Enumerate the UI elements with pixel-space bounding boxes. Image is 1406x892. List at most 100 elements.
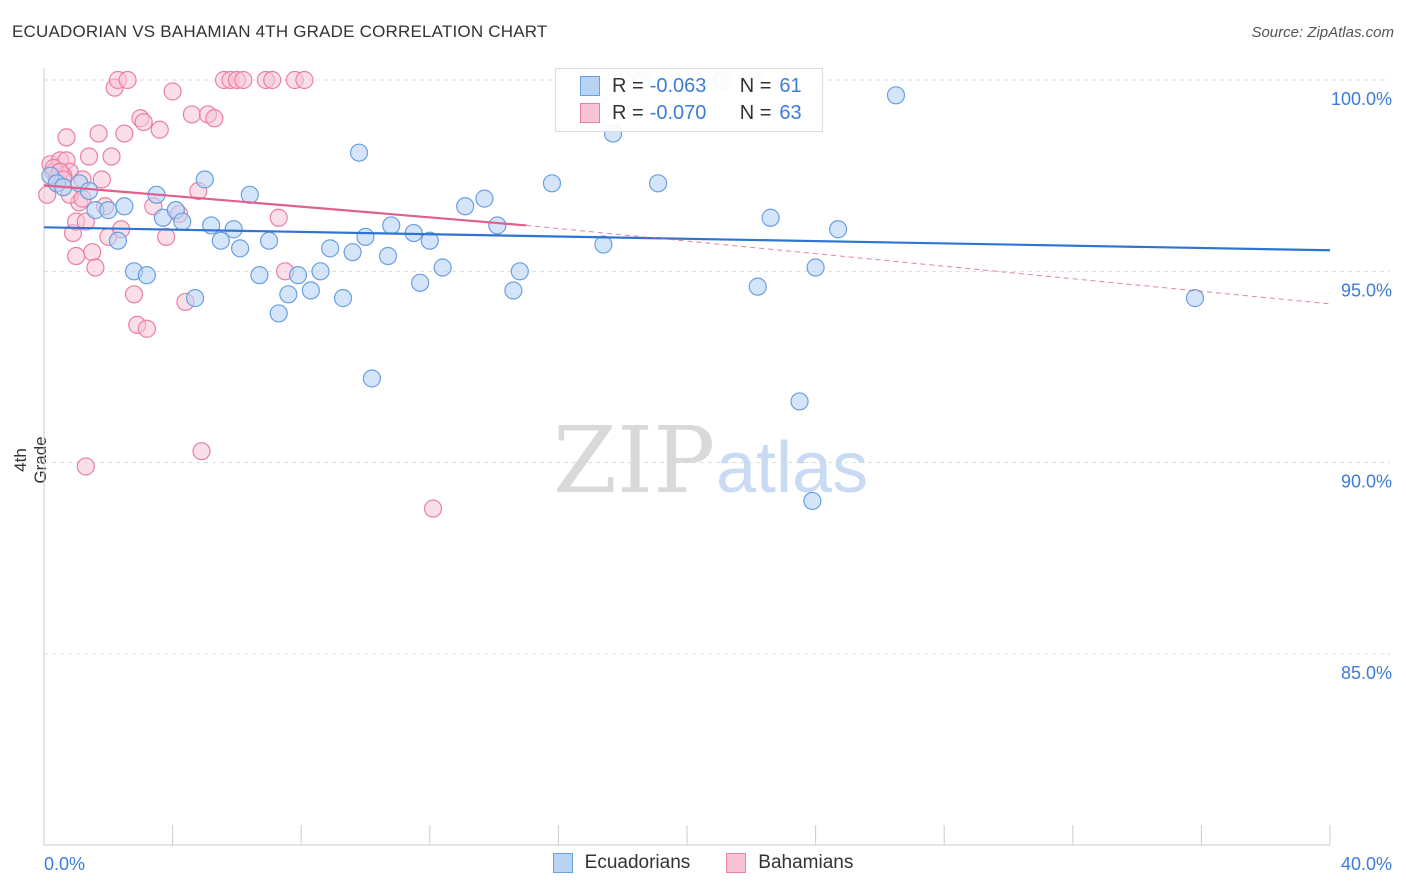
bahamian-point: [269, 208, 288, 227]
y-tick-label: 100.0%: [1331, 89, 1392, 109]
watermark: ZIP atlas: [553, 407, 868, 514]
bahamian-point: [86, 258, 105, 277]
legend-swatch-pink: [580, 103, 600, 123]
legend-label: Ecuadorians: [584, 852, 691, 873]
ecuadorian-point: [803, 491, 822, 511]
ecuadorian-point: [173, 212, 192, 231]
bahamians-trend-extension: [526, 224, 1331, 305]
ecuadorian-point: [288, 266, 308, 285]
legend-r-value: -0.063: [649, 74, 707, 97]
ecuadorian-point: [356, 227, 375, 246]
legend-n-value: 61: [779, 74, 802, 97]
bahamian-point: [182, 105, 201, 124]
ecuadorian-point: [362, 369, 382, 388]
ecuadorian-point: [279, 285, 298, 304]
bahamian-point: [163, 82, 182, 101]
ecuadorian-point: [99, 201, 118, 220]
ecuadorian-point: [301, 281, 320, 300]
correlation-legend: R = -0.063 N = 61 R = -0.070 N = 63: [555, 68, 823, 132]
bahamian-point: [295, 70, 314, 90]
ecuadorian-point: [269, 304, 288, 323]
ecuadorian-point: [648, 174, 668, 193]
legend-item-bahamians[interactable]: Bahamians: [726, 852, 853, 874]
ecuadorian-point: [542, 174, 562, 193]
ecuadorian-point: [806, 258, 825, 277]
watermark-atlas: atlas: [716, 428, 868, 508]
ecuadorians-points: [41, 70, 1205, 511]
bahamian-point: [205, 109, 224, 128]
ecuadorian-point: [378, 246, 398, 266]
ecuadorian-point: [349, 143, 369, 162]
ecuadorian-point: [761, 208, 780, 227]
ecuadorian-point: [79, 181, 99, 201]
ecuadorians-trend-line: [43, 226, 1331, 252]
legend-n-label: N =: [739, 101, 772, 124]
ecuadorian-point: [411, 273, 430, 292]
legend-swatch-blue: [580, 76, 600, 96]
ecuadorian-point: [1185, 289, 1205, 308]
legend-n-label: N =: [739, 74, 772, 97]
gridlines: [44, 79, 1390, 655]
ecuadorian-point: [433, 258, 452, 277]
ecuadorian-point: [488, 216, 507, 235]
trend-lines: [43, 184, 1331, 305]
source-label: Source: ZipAtlas.com: [1251, 24, 1394, 41]
ecuadorian-point: [195, 170, 214, 189]
legend-item-ecuadorians[interactable]: Ecuadorians: [552, 852, 691, 874]
bahamian-point: [89, 124, 108, 143]
bahamian-point: [124, 285, 144, 304]
bahamian-point: [67, 246, 86, 266]
ecuadorian-point: [321, 239, 340, 258]
ecuadorian-point: [137, 266, 156, 285]
bahamian-point: [234, 70, 253, 90]
bahamian-point: [102, 147, 121, 166]
y-tick-label: 90.0%: [1341, 472, 1392, 492]
legend-swatch-pink: [726, 853, 747, 873]
watermark-zip: ZIP: [553, 407, 715, 514]
bahamian-point: [137, 319, 156, 338]
bahamian-point: [423, 499, 443, 518]
bahamian-point: [157, 227, 176, 246]
bahamian-point: [83, 243, 102, 262]
ecuadorian-point: [382, 216, 401, 235]
x-tick-label: 0.0%: [44, 854, 85, 874]
ecuadorian-point: [240, 185, 259, 204]
ecuadorian-point: [224, 220, 243, 239]
ecuadorian-point: [475, 189, 494, 208]
ecuadorian-point: [790, 392, 809, 411]
ecuadorian-point: [259, 231, 279, 250]
legend-swatch-blue: [552, 853, 573, 873]
legend-row-ecuadorians: R = -0.063 N = 61: [580, 74, 802, 98]
bahamian-point: [57, 128, 76, 147]
ecuadorian-point: [231, 239, 250, 258]
legend-row-bahamians: R = -0.070 N = 63: [580, 101, 802, 125]
ecuadorian-point: [115, 197, 134, 216]
bahamian-point: [192, 442, 211, 461]
bahamian-point: [134, 112, 153, 132]
y-tick-label: 95.0%: [1341, 280, 1392, 300]
bahamian-point: [150, 120, 169, 139]
ecuadorian-point: [594, 235, 613, 254]
legend-r-label: R =: [612, 74, 644, 97]
ecuadorian-point: [311, 262, 330, 281]
chart-title: ECUADORIAN VS BAHAMIAN 4TH GRADE CORRELA…: [12, 22, 548, 41]
bahamian-point: [118, 70, 137, 90]
ecuadorian-point: [456, 197, 475, 216]
bahamian-point: [115, 124, 134, 143]
legend-r-label: R =: [612, 101, 644, 124]
ecuadorian-point: [186, 289, 205, 308]
legend-r-value: -0.070: [649, 101, 707, 124]
ecuadorian-point: [333, 289, 353, 308]
bahamians-trend-line: [43, 184, 527, 227]
ecuadorian-point: [250, 266, 269, 285]
ecuadorian-point: [108, 231, 128, 250]
y-tick-label: 85.0%: [1341, 663, 1392, 683]
legend-n-value: 63: [779, 101, 802, 124]
ecuadorian-point: [886, 86, 906, 105]
ecuadorian-point: [211, 231, 230, 250]
ecuadorian-point: [343, 243, 362, 262]
bahamian-point: [263, 70, 282, 90]
legend-label: Bahamians: [758, 852, 854, 873]
ecuadorian-point: [504, 281, 523, 300]
